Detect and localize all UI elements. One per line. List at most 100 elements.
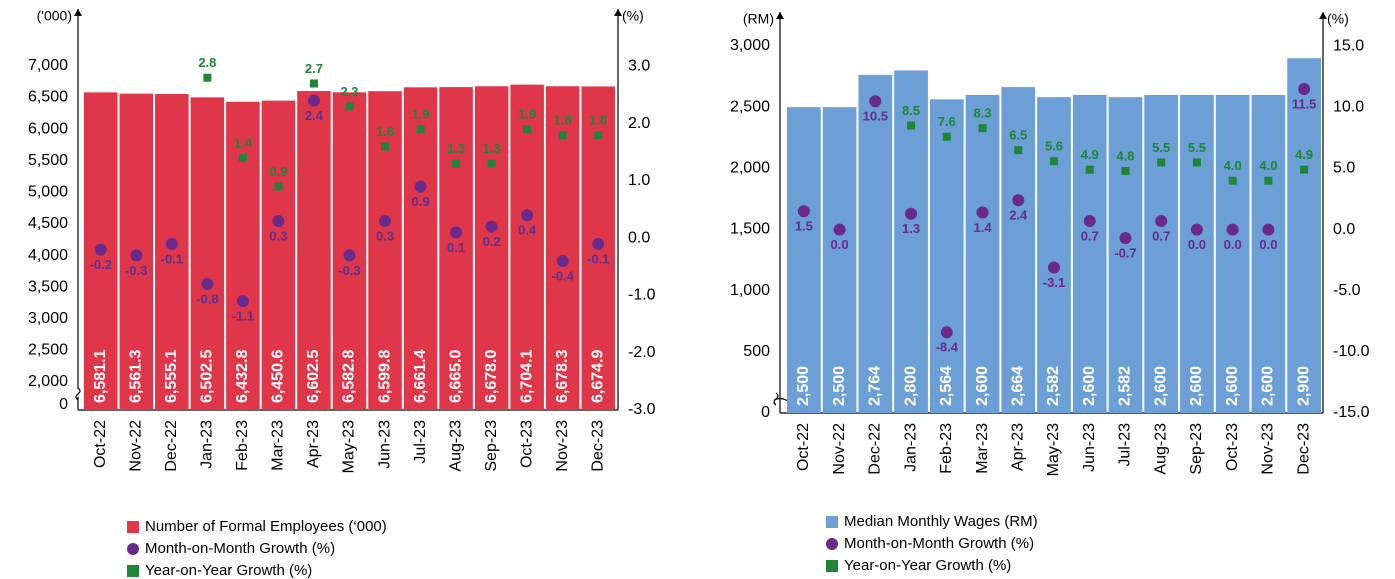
legend-label: Number of Formal Employees (‘000) — [145, 518, 387, 535]
x-tick-label: Dec-23 — [1295, 423, 1312, 475]
yoy-point — [1085, 165, 1094, 174]
bar — [929, 99, 964, 413]
y2-tick-label: -1.0 — [628, 287, 656, 304]
mom-point — [450, 226, 463, 239]
point-label: 1.4 — [234, 135, 253, 150]
point-label: -0.8 — [196, 291, 218, 306]
mom-point — [521, 209, 534, 222]
y-tick-label: 2,500 — [28, 342, 68, 359]
y-tick-label: 6,500 — [28, 89, 68, 106]
bar — [1251, 94, 1286, 413]
bar-value-label: 6,581.1 — [92, 350, 109, 403]
point-label: -0.3 — [338, 263, 360, 278]
bar — [858, 74, 893, 413]
x-tick-label: Apr-23 — [305, 420, 322, 468]
y-tick-label: 7,000 — [28, 57, 68, 74]
y-tick-label: 2,500 — [730, 98, 770, 115]
bar-value-label: 2,600 — [974, 366, 991, 406]
yoy-point — [1050, 157, 1058, 166]
x-tick-label: Oct-23 — [1224, 423, 1241, 471]
x-tick-label: May-23 — [1045, 423, 1062, 476]
legend-label: Year-on-Year Growth (%) — [844, 557, 1011, 574]
point-label: -0.3 — [125, 263, 147, 278]
point-label: 1.9 — [412, 107, 430, 122]
y-tick-label: 4,000 — [28, 247, 68, 264]
legend-swatch — [826, 560, 838, 572]
x-tick-label: Feb-23 — [938, 423, 955, 474]
point-label: 1.9 — [518, 107, 536, 122]
yoy-point — [1264, 176, 1273, 185]
yoy-point — [416, 125, 425, 134]
y2-tick-label: 0.0 — [1333, 221, 1355, 238]
point-label: 0.0 — [831, 237, 849, 252]
mom-point — [272, 214, 285, 227]
axis-arrow — [74, 9, 622, 16]
yoy-point — [907, 121, 916, 130]
bar — [1001, 87, 1036, 413]
bar-value-label: 6,678.3 — [554, 350, 571, 403]
mom-point — [1226, 223, 1239, 236]
y-tick-label: 2,000 — [730, 160, 770, 177]
mom-point — [1119, 232, 1132, 245]
legend-swatch — [826, 516, 838, 528]
point-label: 11.5 — [1292, 96, 1317, 111]
bar-value-label: 6,432.8 — [234, 350, 251, 403]
bar-value-label: 2,600 — [1152, 366, 1169, 406]
point-label: 0.0 — [1259, 237, 1277, 252]
y2-axis-label: (%) — [1327, 11, 1349, 27]
yoy-point — [309, 79, 318, 88]
x-tick-label: Dec-22 — [867, 423, 884, 475]
bar — [1037, 97, 1071, 414]
yoy-point — [1121, 166, 1130, 175]
point-label: 4.8 — [1116, 148, 1134, 163]
yoy-point — [487, 159, 496, 168]
bar — [1144, 94, 1179, 413]
legend-swatch — [127, 521, 139, 533]
x-tick-label: Sep-23 — [1188, 423, 1205, 475]
point-label: 0.7 — [1081, 228, 1099, 243]
point-label: 5.5 — [1152, 140, 1170, 155]
mom-point — [1083, 215, 1096, 228]
x-tick-label: May-23 — [341, 420, 358, 473]
point-label: 1.8 — [589, 112, 607, 127]
bar — [474, 86, 509, 411]
bar — [1215, 94, 1250, 413]
bar-value-label: 2,582 — [1117, 366, 1134, 406]
x-tick-label: Oct-22 — [92, 420, 109, 468]
point-label: 1.3 — [483, 141, 501, 156]
legend-swatch — [127, 565, 139, 577]
y2-tick-label: -2.0 — [628, 344, 656, 361]
yoy-point — [1192, 158, 1201, 167]
bar-value-label: 2,564 — [938, 366, 955, 406]
point-label: 7.6 — [938, 114, 956, 129]
point-label: 0.0 — [1224, 237, 1242, 252]
x-tick-label: Aug-23 — [1152, 423, 1169, 475]
mom-point — [1190, 223, 1203, 236]
y-tick-label: 0 — [59, 396, 68, 413]
bar-value-label: 6,665.0 — [447, 350, 464, 403]
point-label: 4.9 — [1295, 147, 1313, 162]
yoy-point — [452, 159, 461, 168]
y2-tick-label: 2.0 — [628, 115, 650, 132]
yoy-point — [1300, 165, 1309, 174]
bar — [297, 91, 331, 411]
x-tick-label: Jun-23 — [1081, 423, 1098, 472]
point-label: 1.4 — [973, 220, 992, 235]
point-label: 1.6 — [376, 124, 394, 139]
bar-value-label: 2,600 — [1260, 366, 1277, 406]
y-tick-label: 1,500 — [730, 221, 770, 238]
mom-point — [940, 326, 953, 339]
mom-point — [833, 223, 846, 236]
yoy-point — [558, 131, 567, 140]
point-label: 0.2 — [483, 234, 501, 249]
mom-point — [869, 95, 882, 108]
point-label: 2.4 — [305, 108, 324, 123]
x-tick-label: Nov-23 — [1260, 423, 1277, 475]
legend-label: Month-on-Month Growth (%) — [145, 540, 335, 557]
point-label: 0.9 — [412, 194, 430, 209]
x-tick-label: Dec-22 — [163, 420, 180, 472]
point-label: 1.3 — [902, 221, 920, 236]
mom-point — [592, 237, 605, 250]
bar-value-label: 2,664 — [1009, 366, 1026, 406]
